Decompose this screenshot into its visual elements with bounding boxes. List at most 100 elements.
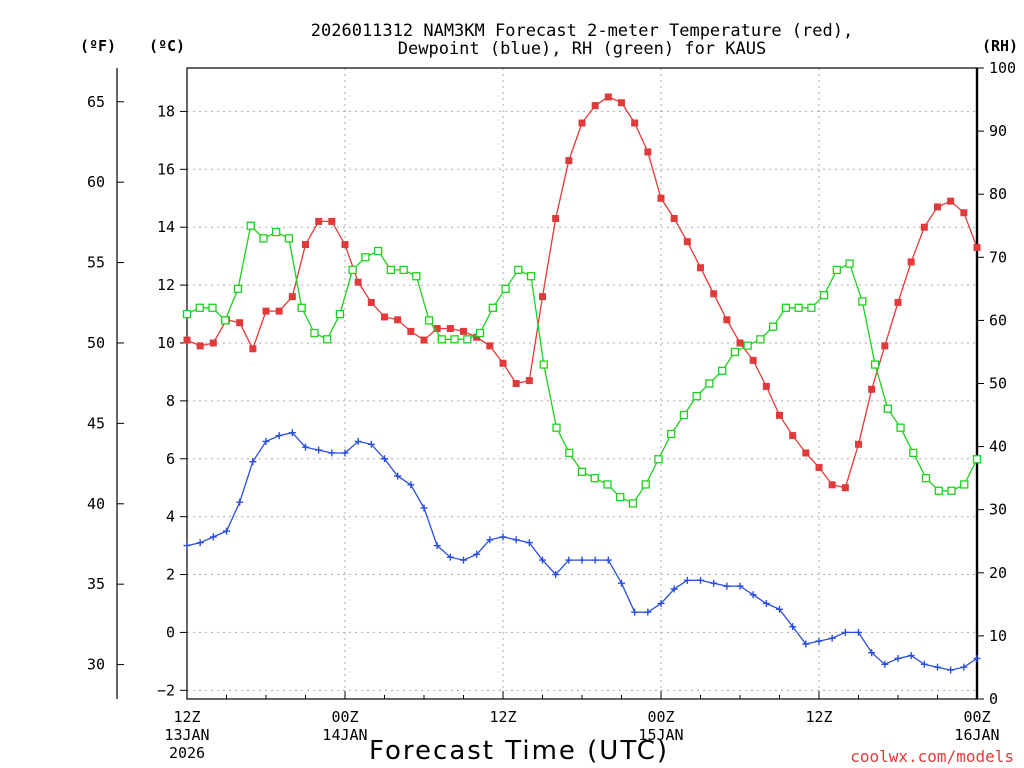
data-point <box>667 429 676 439</box>
data-point <box>868 649 876 657</box>
data-point <box>960 209 968 217</box>
data-point <box>407 481 415 489</box>
data-point <box>233 284 243 294</box>
data-point <box>628 499 638 508</box>
data-point <box>894 654 902 662</box>
data-point <box>920 223 928 231</box>
x-tick-label: 12Z <box>805 708 832 726</box>
data-point <box>960 480 969 489</box>
data-point <box>855 440 862 448</box>
data-point <box>539 360 548 369</box>
data-point <box>723 582 731 590</box>
data-point <box>473 550 481 558</box>
data-point <box>616 492 625 502</box>
data-point <box>424 316 434 325</box>
series-line <box>186 96 978 489</box>
data-point <box>302 241 309 249</box>
data-point <box>815 463 823 471</box>
data-point <box>249 458 257 466</box>
data-point <box>420 336 428 344</box>
x-tick-label: 16JAN <box>954 726 999 744</box>
data-point <box>896 423 905 432</box>
fahrenheit-tick-label: 45 <box>87 414 105 432</box>
data-point <box>328 217 336 225</box>
data-point <box>947 486 956 495</box>
plot-frame <box>186 67 978 700</box>
data-point <box>486 342 494 350</box>
data-point <box>262 437 270 445</box>
data-point <box>828 634 836 642</box>
data-point <box>354 278 362 286</box>
data-point <box>437 335 446 344</box>
data-point <box>499 533 507 541</box>
data-point <box>446 553 454 561</box>
x-tick-label: 00Z <box>331 708 358 726</box>
data-point <box>604 93 612 101</box>
data-point <box>907 652 915 660</box>
data-point <box>749 356 757 364</box>
data-point <box>841 628 849 636</box>
data-point <box>781 303 791 312</box>
data-point <box>259 234 268 243</box>
data-point <box>920 660 928 668</box>
series-line <box>186 224 978 505</box>
data-point <box>845 259 854 268</box>
data-point <box>654 455 663 464</box>
data-point <box>819 291 829 300</box>
rh-tick-label: 20 <box>989 564 1007 582</box>
data-point <box>565 448 574 458</box>
data-point <box>335 309 345 319</box>
data-point <box>315 446 323 454</box>
data-point <box>341 449 349 457</box>
data-point <box>578 119 586 127</box>
data-point <box>463 335 472 344</box>
data-point <box>182 309 192 319</box>
data-point <box>631 608 639 616</box>
data-point <box>236 319 244 327</box>
data-point <box>802 640 810 648</box>
data-point <box>705 379 714 388</box>
chart-axes <box>116 67 984 700</box>
data-point <box>743 341 752 350</box>
data-point <box>394 472 402 480</box>
data-point <box>670 215 678 223</box>
fahrenheit-tick-label: 35 <box>87 575 105 593</box>
data-point <box>683 576 691 584</box>
data-point <box>315 217 323 225</box>
data-point <box>960 663 968 671</box>
data-point <box>310 328 319 338</box>
data-point <box>934 663 941 671</box>
celsius-tick-label: 14 <box>157 218 175 236</box>
data-point <box>909 448 918 458</box>
data-point <box>807 303 816 312</box>
data-point <box>501 284 510 294</box>
data-point <box>828 481 836 489</box>
fahrenheit-unit-label: (ºF) <box>80 37 116 55</box>
data-point <box>284 234 294 243</box>
celsius-tick-label: 4 <box>166 508 175 526</box>
data-point <box>473 333 481 341</box>
data-point <box>710 290 718 298</box>
data-point <box>604 556 612 564</box>
data-point <box>921 473 931 483</box>
data-point <box>855 628 862 636</box>
data-point <box>183 336 191 344</box>
x-tick-label: 15JAN <box>638 726 683 744</box>
rh-tick-label: 80 <box>989 185 1007 203</box>
data-point <box>420 504 428 512</box>
data-point <box>756 335 765 344</box>
data-point <box>618 99 625 107</box>
data-point <box>883 404 892 413</box>
data-point <box>223 527 230 535</box>
x-tick-label: 13JAN <box>164 726 209 744</box>
data-point <box>657 599 665 607</box>
data-point <box>870 360 880 369</box>
fahrenheit-tick-label: 30 <box>87 656 105 674</box>
chart-title-line-1: 2026011312 NAM3KM Forecast 2-meter Tempe… <box>311 21 853 41</box>
chart-title-line-2: Dewpoint (blue), RH (green) for KAUS <box>398 39 766 59</box>
data-point <box>272 227 281 237</box>
celsius-tick-label: 18 <box>157 102 175 120</box>
data-point <box>460 327 467 335</box>
data-point <box>539 556 546 564</box>
data-point <box>644 608 652 616</box>
